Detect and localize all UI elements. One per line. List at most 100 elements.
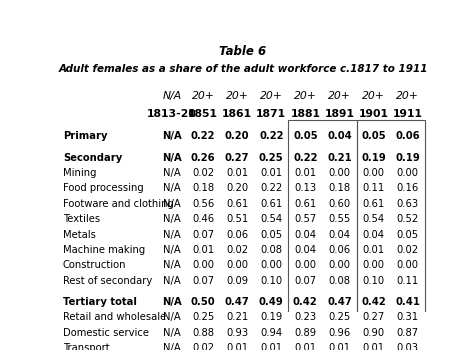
Text: 0.04: 0.04	[328, 230, 350, 239]
Text: 1881: 1881	[291, 109, 320, 119]
Text: 0.96: 0.96	[328, 328, 351, 338]
Text: 0.87: 0.87	[397, 328, 419, 338]
Text: N/A: N/A	[164, 199, 181, 209]
Text: 0.13: 0.13	[294, 183, 317, 194]
Bar	[288, 120, 356, 350]
Text: 0.00: 0.00	[397, 260, 419, 270]
Text: 1861: 1861	[222, 109, 252, 119]
Text: 0.47: 0.47	[327, 297, 352, 307]
Text: 0.07: 0.07	[192, 230, 214, 239]
Text: 0.18: 0.18	[192, 183, 214, 194]
Text: 0.04: 0.04	[294, 230, 316, 239]
Text: N/A: N/A	[164, 260, 181, 270]
Text: 0.54: 0.54	[363, 214, 385, 224]
Text: 1891: 1891	[325, 109, 355, 119]
Bar	[356, 120, 425, 350]
Text: 0.00: 0.00	[226, 260, 248, 270]
Text: 0.10: 0.10	[363, 276, 385, 286]
Text: 0.23: 0.23	[294, 312, 317, 322]
Text: 0.04: 0.04	[327, 132, 352, 141]
Text: 1911: 1911	[392, 109, 423, 119]
Text: 0.57: 0.57	[294, 214, 317, 224]
Text: Rest of secondary: Rest of secondary	[63, 276, 152, 286]
Text: N/A: N/A	[164, 230, 181, 239]
Text: 1813-20: 1813-20	[147, 109, 197, 119]
Text: 0.94: 0.94	[260, 328, 283, 338]
Text: 0.07: 0.07	[294, 276, 317, 286]
Text: 0.55: 0.55	[328, 214, 351, 224]
Text: Machine making: Machine making	[63, 245, 145, 255]
Text: 0.49: 0.49	[259, 297, 283, 307]
Text: 0.20: 0.20	[225, 132, 249, 141]
Text: 0.22: 0.22	[191, 132, 215, 141]
Text: 0.27: 0.27	[363, 312, 385, 322]
Text: 20+: 20+	[328, 91, 351, 100]
Text: Retail and wholesale: Retail and wholesale	[63, 312, 166, 322]
Text: 0.20: 0.20	[226, 183, 248, 194]
Text: 0.26: 0.26	[191, 153, 215, 163]
Text: Textiles: Textiles	[63, 214, 100, 224]
Text: 0.63: 0.63	[397, 199, 419, 209]
Text: 0.00: 0.00	[192, 260, 214, 270]
Text: 0.09: 0.09	[226, 276, 248, 286]
Text: 0.04: 0.04	[363, 230, 384, 239]
Text: 0.08: 0.08	[260, 245, 282, 255]
Text: 0.61: 0.61	[226, 199, 248, 209]
Text: 0.31: 0.31	[397, 312, 419, 322]
Text: 20+: 20+	[260, 91, 283, 100]
Text: 0.01: 0.01	[226, 168, 248, 178]
Text: N/A: N/A	[164, 328, 181, 338]
Text: 0.01: 0.01	[260, 343, 283, 350]
Text: 0.46: 0.46	[192, 214, 214, 224]
Text: 0.06: 0.06	[226, 230, 248, 239]
Text: 0.18: 0.18	[328, 183, 351, 194]
Text: 0.00: 0.00	[328, 260, 350, 270]
Text: 0.00: 0.00	[294, 260, 316, 270]
Text: Construction: Construction	[63, 260, 127, 270]
Text: Table 6: Table 6	[219, 45, 266, 58]
Text: 0.02: 0.02	[192, 343, 214, 350]
Text: 0.08: 0.08	[328, 276, 350, 286]
Text: N/A: N/A	[164, 168, 181, 178]
Text: 0.22: 0.22	[259, 132, 283, 141]
Text: Food processing: Food processing	[63, 183, 144, 194]
Text: 1901: 1901	[359, 109, 389, 119]
Text: 0.22: 0.22	[293, 153, 318, 163]
Text: 0.56: 0.56	[192, 199, 214, 209]
Text: 0.93: 0.93	[226, 328, 248, 338]
Text: 0.04: 0.04	[294, 245, 316, 255]
Text: 0.01: 0.01	[192, 245, 214, 255]
Text: 20+: 20+	[396, 91, 419, 100]
Text: 0.54: 0.54	[260, 214, 283, 224]
Text: 0.25: 0.25	[328, 312, 351, 322]
Text: 0.21: 0.21	[226, 312, 248, 322]
Text: Primary: Primary	[63, 132, 108, 141]
Text: N/A: N/A	[164, 183, 181, 194]
Text: 0.05: 0.05	[397, 230, 419, 239]
Text: Metals: Metals	[63, 230, 96, 239]
Text: 0.01: 0.01	[260, 168, 283, 178]
Text: 0.01: 0.01	[363, 343, 385, 350]
Text: Transport: Transport	[63, 343, 109, 350]
Text: 0.89: 0.89	[294, 328, 317, 338]
Text: 0.01: 0.01	[294, 168, 317, 178]
Text: 0.00: 0.00	[363, 260, 384, 270]
Text: 0.00: 0.00	[328, 168, 350, 178]
Text: N/A: N/A	[164, 312, 181, 322]
Text: 20+: 20+	[226, 91, 248, 100]
Text: 0.11: 0.11	[397, 276, 419, 286]
Text: 1851: 1851	[188, 109, 218, 119]
Text: 0.60: 0.60	[328, 199, 351, 209]
Text: N/A: N/A	[163, 91, 182, 100]
Text: 0.61: 0.61	[260, 199, 283, 209]
Text: 0.42: 0.42	[361, 297, 386, 307]
Text: 0.11: 0.11	[363, 183, 385, 194]
Text: 0.05: 0.05	[260, 230, 283, 239]
Text: 0.21: 0.21	[327, 153, 352, 163]
Text: 0.01: 0.01	[328, 343, 351, 350]
Text: 0.05: 0.05	[361, 132, 386, 141]
Text: 0.02: 0.02	[192, 168, 214, 178]
Text: 0.00: 0.00	[397, 168, 419, 178]
Text: 0.25: 0.25	[192, 312, 214, 322]
Text: N/A: N/A	[162, 297, 182, 307]
